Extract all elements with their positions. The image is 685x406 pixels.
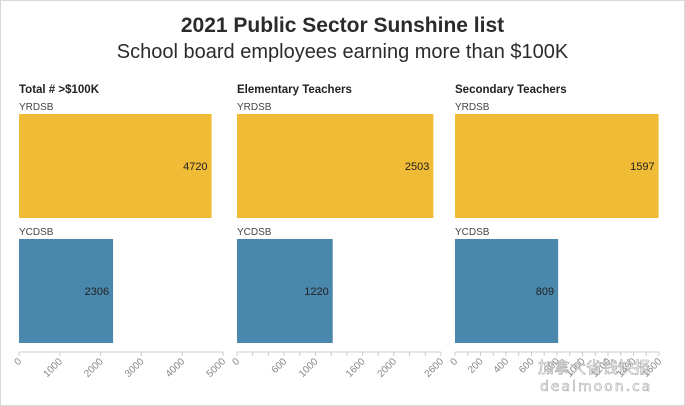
category-label-yrdsb: YRDSB	[237, 102, 272, 113]
x-tick-label: 2000	[82, 356, 106, 380]
bar-ycdsb	[455, 239, 559, 343]
bar-ycdsb	[237, 239, 333, 343]
x-tick-label: 600	[270, 356, 290, 376]
bar-yrdsb	[19, 114, 212, 218]
bar-ycdsb	[19, 239, 114, 343]
x-tick-label: 3000	[123, 356, 147, 380]
x-tick-label: 0	[12, 356, 24, 368]
category-label-yrdsb: YRDSB	[19, 102, 54, 113]
x-tick-label: 0	[448, 356, 460, 368]
x-tick-label: 2600	[423, 356, 447, 380]
data-label-ycdsb: 1220	[304, 286, 328, 298]
category-label-yrdsb: YRDSB	[455, 102, 490, 113]
x-tick-label: 1200	[590, 356, 614, 380]
category-label-ycdsb: YCDSB	[237, 227, 272, 238]
panel-title-secondary: Secondary Teachers	[455, 84, 567, 96]
x-tick-label: 5000	[205, 356, 229, 380]
x-tick-label: 600	[517, 356, 537, 376]
x-tick-label: 1400	[615, 356, 639, 380]
panel-title-elementary: Elementary Teachers	[237, 84, 352, 96]
data-label-yrdsb: 2503	[405, 161, 429, 173]
bar-yrdsb	[237, 114, 434, 218]
panel-title-total: Total # >$100K	[19, 84, 100, 96]
x-tick-label: 400	[492, 356, 512, 376]
data-label-ycdsb: 809	[536, 286, 554, 298]
x-tick-label: 800	[543, 356, 563, 376]
data-label-ycdsb: 2306	[85, 286, 109, 298]
x-tick-label: 1600	[641, 356, 665, 380]
data-label-yrdsb: 4720	[183, 161, 207, 173]
chart-subtitle: School board employees earning more than…	[116, 41, 569, 63]
category-label-ycdsb: YCDSB	[19, 227, 54, 238]
x-tick-label: 200	[466, 356, 486, 376]
x-tick-label: 1000	[564, 356, 588, 380]
x-tick-label: 1000	[41, 356, 65, 380]
x-tick-label: 1600	[344, 356, 368, 380]
x-tick-label: 2000	[376, 356, 400, 380]
bar-yrdsb	[455, 114, 659, 218]
x-tick-label: 1000	[297, 356, 321, 380]
x-tick-label: 4000	[164, 356, 188, 380]
data-label-yrdsb: 1597	[630, 161, 654, 173]
category-label-ycdsb: YCDSB	[455, 227, 490, 238]
x-tick-label: 0	[230, 356, 242, 368]
chart-title: 2021 Public Sector Sunshine list	[180, 14, 505, 37]
